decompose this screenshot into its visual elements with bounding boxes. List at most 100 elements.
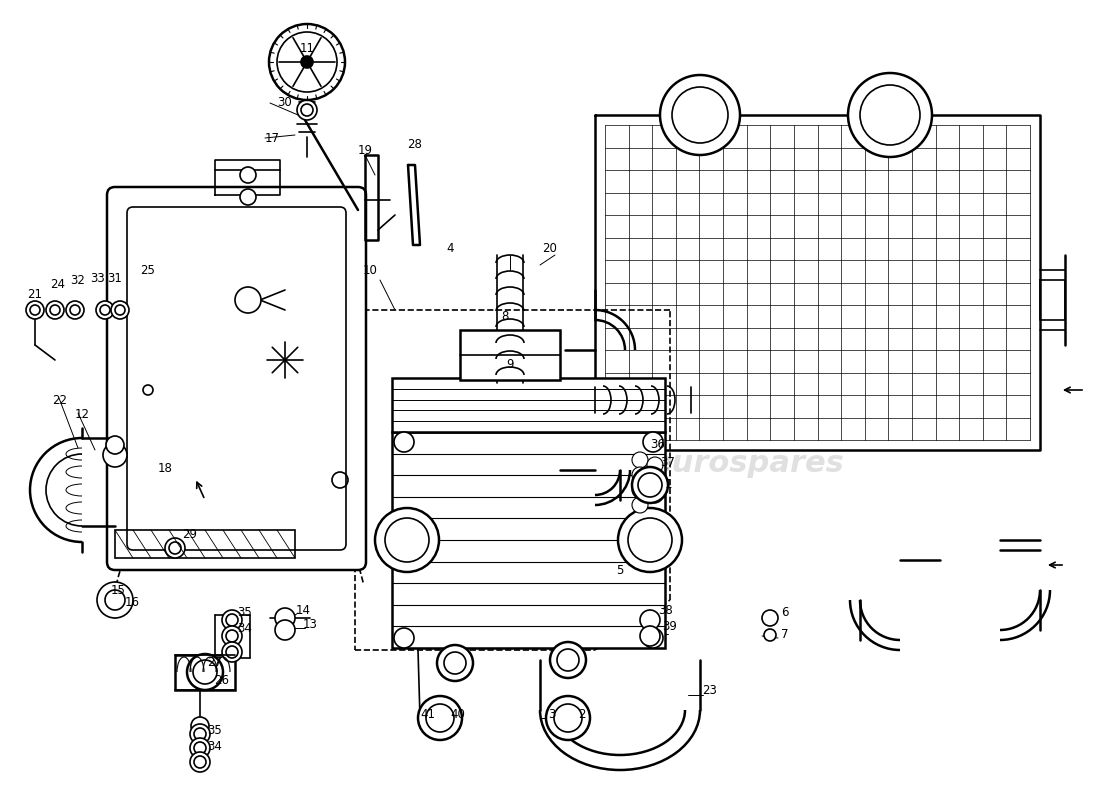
Text: 10: 10 xyxy=(363,263,377,277)
Circle shape xyxy=(550,642,586,678)
Text: 1: 1 xyxy=(664,478,672,491)
Circle shape xyxy=(194,728,206,740)
Text: eurospares: eurospares xyxy=(651,450,845,478)
Circle shape xyxy=(240,189,256,205)
Text: 34: 34 xyxy=(238,622,252,634)
Circle shape xyxy=(640,610,660,630)
Text: 7: 7 xyxy=(781,629,789,642)
Text: 9: 9 xyxy=(506,358,514,371)
Text: 35: 35 xyxy=(238,606,252,619)
Circle shape xyxy=(192,660,217,684)
Circle shape xyxy=(226,614,238,626)
Text: 30: 30 xyxy=(277,97,293,110)
Circle shape xyxy=(222,626,242,646)
Circle shape xyxy=(638,473,662,497)
Circle shape xyxy=(418,696,462,740)
Circle shape xyxy=(860,85,920,145)
Circle shape xyxy=(66,301,84,319)
Circle shape xyxy=(116,305,125,315)
Text: 38: 38 xyxy=(659,603,673,617)
Circle shape xyxy=(187,654,223,690)
Circle shape xyxy=(97,582,133,618)
Circle shape xyxy=(100,305,110,315)
Circle shape xyxy=(426,704,454,732)
Circle shape xyxy=(394,432,414,452)
Circle shape xyxy=(26,301,44,319)
Circle shape xyxy=(194,756,206,768)
Text: 3: 3 xyxy=(548,709,556,722)
Text: 19: 19 xyxy=(358,143,373,157)
Circle shape xyxy=(632,452,648,468)
Text: 13: 13 xyxy=(302,618,318,631)
Circle shape xyxy=(270,24,345,100)
Circle shape xyxy=(106,436,124,454)
Circle shape xyxy=(301,104,314,116)
Text: 29: 29 xyxy=(183,529,198,542)
Text: 18: 18 xyxy=(157,462,173,474)
Circle shape xyxy=(235,287,261,313)
Text: 23: 23 xyxy=(703,683,717,697)
Circle shape xyxy=(647,487,663,503)
Text: 14: 14 xyxy=(296,603,310,617)
Text: 41: 41 xyxy=(420,709,436,722)
Text: 40: 40 xyxy=(451,709,465,722)
Circle shape xyxy=(111,301,129,319)
Text: 17: 17 xyxy=(264,131,279,145)
Circle shape xyxy=(385,518,429,562)
Circle shape xyxy=(644,628,663,648)
Circle shape xyxy=(103,443,127,467)
Circle shape xyxy=(275,620,295,640)
Circle shape xyxy=(46,301,64,319)
Circle shape xyxy=(277,32,337,92)
Text: 34: 34 xyxy=(208,739,222,753)
Circle shape xyxy=(169,542,182,554)
Bar xyxy=(175,655,235,690)
Text: 37: 37 xyxy=(661,455,675,469)
Circle shape xyxy=(640,626,660,646)
Text: 27: 27 xyxy=(208,657,222,670)
Circle shape xyxy=(191,717,209,735)
Text: 4: 4 xyxy=(447,242,453,254)
FancyBboxPatch shape xyxy=(107,187,366,570)
Circle shape xyxy=(297,100,317,120)
Circle shape xyxy=(660,75,740,155)
Text: 35: 35 xyxy=(208,723,222,737)
Circle shape xyxy=(632,497,648,513)
Circle shape xyxy=(554,704,582,732)
Circle shape xyxy=(764,629,776,641)
Text: 5: 5 xyxy=(616,563,624,577)
Text: 2: 2 xyxy=(579,709,585,722)
Circle shape xyxy=(444,652,466,674)
Circle shape xyxy=(647,457,663,473)
Text: 39: 39 xyxy=(662,619,678,633)
Circle shape xyxy=(301,56,314,68)
Circle shape xyxy=(194,742,206,754)
Text: 6: 6 xyxy=(781,606,789,618)
Bar xyxy=(392,378,666,432)
Text: 11: 11 xyxy=(299,42,315,54)
Circle shape xyxy=(104,590,125,610)
Text: 25: 25 xyxy=(141,263,155,277)
Circle shape xyxy=(96,301,114,319)
Bar xyxy=(116,530,295,558)
Circle shape xyxy=(190,724,210,744)
Circle shape xyxy=(848,73,932,157)
Circle shape xyxy=(437,645,473,681)
Text: eurospares: eurospares xyxy=(145,370,339,398)
Bar xyxy=(392,432,666,648)
Text: 31: 31 xyxy=(108,271,122,285)
Circle shape xyxy=(222,610,242,630)
Circle shape xyxy=(226,646,238,658)
Circle shape xyxy=(632,467,648,483)
Circle shape xyxy=(762,610,778,626)
Circle shape xyxy=(70,305,80,315)
Text: 22: 22 xyxy=(53,394,67,406)
Circle shape xyxy=(647,472,663,488)
Bar xyxy=(460,330,560,380)
Circle shape xyxy=(375,508,439,572)
Circle shape xyxy=(618,508,682,572)
Circle shape xyxy=(275,608,295,628)
Circle shape xyxy=(632,467,668,503)
Circle shape xyxy=(50,305,60,315)
Text: 26: 26 xyxy=(214,674,230,686)
